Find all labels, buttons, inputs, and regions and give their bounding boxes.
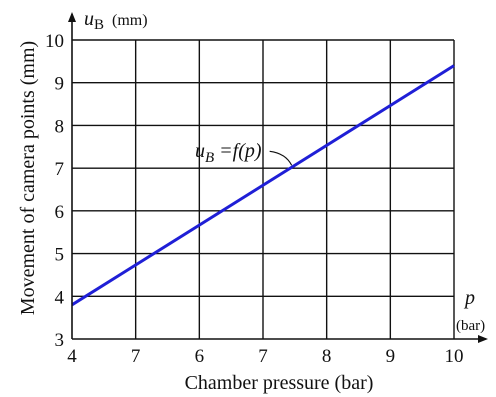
y-tick-label: 10 bbox=[45, 31, 64, 52]
x-tick-label: 4 bbox=[67, 346, 77, 367]
y-axis-symbol: u bbox=[84, 8, 94, 30]
y-axis-label: Movement of camera points (mm) bbox=[17, 41, 39, 315]
curve-annotation-prefix: u bbox=[195, 140, 205, 162]
x-axis-unit: (bar) bbox=[456, 318, 485, 334]
x-tick-label: 9 bbox=[386, 346, 396, 367]
x-tick-label: 7 bbox=[131, 346, 141, 367]
y-tick-label: 3 bbox=[55, 330, 65, 351]
curve-annotation-subscript: B bbox=[205, 150, 214, 166]
y-tick-label: 4 bbox=[55, 287, 65, 308]
x-tick-label: 10 bbox=[445, 346, 464, 367]
y-tick-label: 7 bbox=[55, 159, 65, 180]
annotation-leader bbox=[269, 150, 293, 166]
x-axis-symbol: p bbox=[463, 287, 475, 309]
curve-annotation: uB =f(p) bbox=[195, 140, 262, 166]
x-tick-label: 6 bbox=[195, 346, 205, 367]
y-tick-label: 8 bbox=[55, 116, 65, 137]
y-tick-labels: 3 4 5 6 7 8 9 10 bbox=[45, 31, 65, 351]
x-tick-labels: 4 7 6 7 8 9 10 bbox=[67, 346, 463, 367]
y-tick-label: 5 bbox=[55, 245, 65, 266]
y-axis-title: uB (mm) bbox=[84, 8, 148, 33]
x-axis-label: Chamber pressure (bar) bbox=[185, 372, 374, 394]
y-tick-label: 9 bbox=[55, 74, 65, 95]
curve-annotation-suffix: =f(p) bbox=[214, 140, 262, 162]
series-line bbox=[71, 64, 455, 307]
y-axis-unit: (mm) bbox=[112, 12, 148, 29]
y-axis-subscript: B bbox=[94, 17, 104, 33]
series-layer bbox=[71, 64, 455, 307]
x-tick-label: 7 bbox=[258, 346, 268, 367]
y-tick-label: 6 bbox=[55, 202, 65, 223]
x-tick-label: 8 bbox=[322, 346, 332, 367]
grid bbox=[72, 39, 455, 339]
